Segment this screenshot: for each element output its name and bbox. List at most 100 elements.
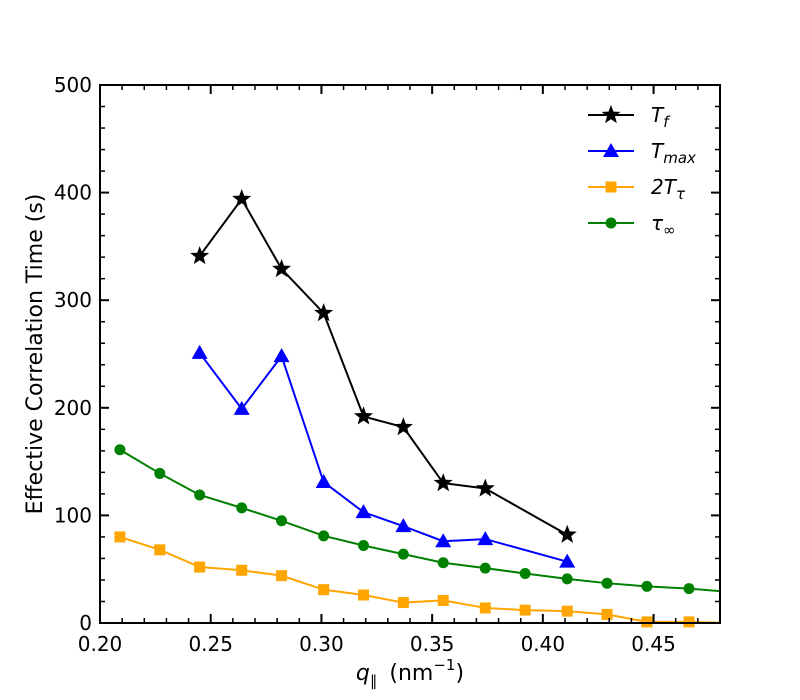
x-axis-title-subscript: ∥ bbox=[370, 672, 378, 690]
data-point bbox=[559, 553, 576, 568]
data-point bbox=[194, 489, 206, 501]
series-line bbox=[119, 448, 720, 593]
data-point bbox=[393, 417, 413, 436]
legend-label-main: T bbox=[651, 103, 665, 127]
data-point bbox=[395, 518, 412, 533]
y-tick-label: 500 bbox=[54, 73, 92, 97]
legend-label-main: 2T bbox=[651, 175, 678, 199]
data-point bbox=[314, 303, 334, 322]
data-point bbox=[601, 577, 613, 589]
data-point bbox=[318, 530, 330, 542]
x-tick-label: 0.40 bbox=[521, 632, 566, 656]
legend-entry: 2Tτ bbox=[588, 175, 686, 203]
data-point bbox=[358, 589, 369, 601]
series-tau-inf bbox=[114, 444, 734, 597]
data-point bbox=[114, 444, 126, 456]
legend-label: Tf bbox=[651, 103, 671, 131]
data-point bbox=[194, 561, 206, 573]
data-point bbox=[236, 502, 248, 514]
data-point bbox=[114, 531, 126, 543]
data-point bbox=[519, 568, 531, 580]
plot-frame bbox=[99, 84, 721, 624]
x-tick-label: 0.35 bbox=[410, 632, 455, 656]
x-axis-title: q∥ (nm−1) bbox=[356, 656, 464, 690]
x-tick-label: 0.45 bbox=[631, 632, 676, 656]
data-point bbox=[353, 406, 374, 425]
data-point bbox=[479, 562, 491, 574]
data-point bbox=[154, 467, 166, 479]
data-point bbox=[435, 533, 452, 548]
legend-label-sub: τ bbox=[676, 185, 686, 203]
y-axis-title: Effective Correlation Time (s) bbox=[23, 194, 48, 515]
series-layer bbox=[114, 189, 734, 629]
legend-marker bbox=[603, 143, 619, 157]
data-point bbox=[683, 616, 695, 628]
data-point bbox=[154, 544, 166, 556]
y-tick-label: 100 bbox=[54, 503, 92, 527]
data-point bbox=[561, 573, 573, 585]
legend-marker bbox=[601, 105, 621, 124]
x-tick-label: 0.20 bbox=[78, 632, 123, 656]
x-axis-title-unit-post: ) bbox=[455, 661, 464, 686]
data-point bbox=[315, 474, 332, 489]
legend-entry: Tf bbox=[588, 103, 671, 131]
legend-label-main: T bbox=[651, 139, 665, 163]
legend-entry: Tmax bbox=[588, 139, 696, 167]
data-point bbox=[641, 616, 653, 628]
legend-label: Tmax bbox=[651, 139, 696, 167]
data-point bbox=[358, 540, 369, 552]
data-point bbox=[397, 597, 409, 609]
data-point bbox=[641, 580, 653, 592]
labels-layer: 0.20 0.25 0.30 0.35 0.40 0.45 0 100 200 300 400 500 bbox=[54, 73, 676, 656]
legend-label-main: τ bbox=[651, 211, 664, 235]
data-point bbox=[683, 583, 695, 595]
y-tick-label: 200 bbox=[54, 396, 92, 420]
data-point bbox=[601, 608, 613, 620]
data-point bbox=[272, 259, 292, 278]
y-tick-label: 300 bbox=[54, 288, 92, 312]
x-tick-label: 0.25 bbox=[188, 632, 233, 656]
data-point bbox=[437, 557, 449, 569]
legend-label-sub: max bbox=[663, 149, 696, 167]
legend-label-sub: f bbox=[663, 113, 671, 131]
data-point bbox=[318, 584, 330, 596]
data-point bbox=[355, 504, 372, 519]
data-point bbox=[397, 548, 409, 560]
data-point bbox=[477, 531, 494, 546]
data-point bbox=[233, 400, 250, 415]
x-axis-title-unit-exp: −1 bbox=[433, 656, 455, 674]
series-t-max bbox=[191, 344, 576, 568]
data-point bbox=[232, 189, 252, 208]
x-axis-title-unit-pre: (nm bbox=[389, 661, 433, 686]
series-line bbox=[198, 197, 568, 536]
data-point bbox=[191, 344, 208, 359]
legend-label-sub: ∞ bbox=[663, 221, 676, 239]
ticks-layer bbox=[99, 84, 720, 624]
series-2t-tau bbox=[114, 531, 734, 629]
legend-label: τ∞ bbox=[651, 211, 676, 239]
data-point bbox=[519, 604, 531, 616]
legend-marker bbox=[605, 217, 617, 229]
data-point bbox=[561, 605, 573, 617]
series-line bbox=[198, 352, 568, 563]
data-point bbox=[236, 564, 248, 576]
data-point bbox=[437, 594, 449, 606]
y-tick-label: 0 bbox=[79, 611, 92, 635]
data-point bbox=[475, 478, 495, 497]
legend-marker bbox=[605, 181, 617, 193]
y-tick-label: 400 bbox=[54, 181, 92, 205]
data-point bbox=[723, 618, 734, 629]
series-t-f bbox=[190, 189, 577, 543]
data-point bbox=[276, 570, 288, 582]
data-point bbox=[479, 602, 491, 614]
series-line bbox=[119, 535, 720, 624]
data-point bbox=[276, 515, 288, 527]
data-point bbox=[433, 473, 453, 492]
data-point bbox=[723, 586, 734, 597]
data-point bbox=[190, 246, 210, 265]
legend-entry: τ∞ bbox=[588, 211, 676, 239]
data-point bbox=[273, 348, 290, 363]
x-axis-title-symbol: q bbox=[356, 661, 370, 686]
